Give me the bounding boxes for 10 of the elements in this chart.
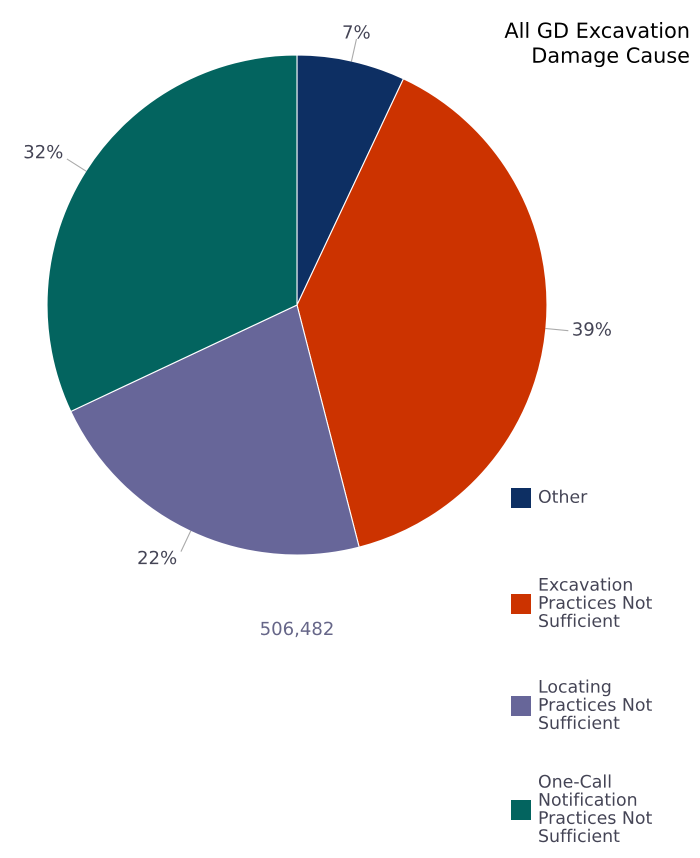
text: 506,482 xyxy=(261,622,333,638)
data-label: 22% xyxy=(138,550,176,564)
chart-title: All GD Excavation Damage Cause xyxy=(504,22,689,68)
legend-label: Locating Practices Not Sufficient xyxy=(539,679,652,730)
data-label: 39% xyxy=(573,322,611,336)
legend-label: One-Call Notification Practices Not Sufficient xyxy=(538,774,652,842)
legend-label: Other xyxy=(538,490,588,504)
data-label: 7% xyxy=(343,25,370,39)
legend-label: Excavation Practices Not Sufficient xyxy=(539,577,652,628)
data-label: 32% xyxy=(24,144,62,158)
